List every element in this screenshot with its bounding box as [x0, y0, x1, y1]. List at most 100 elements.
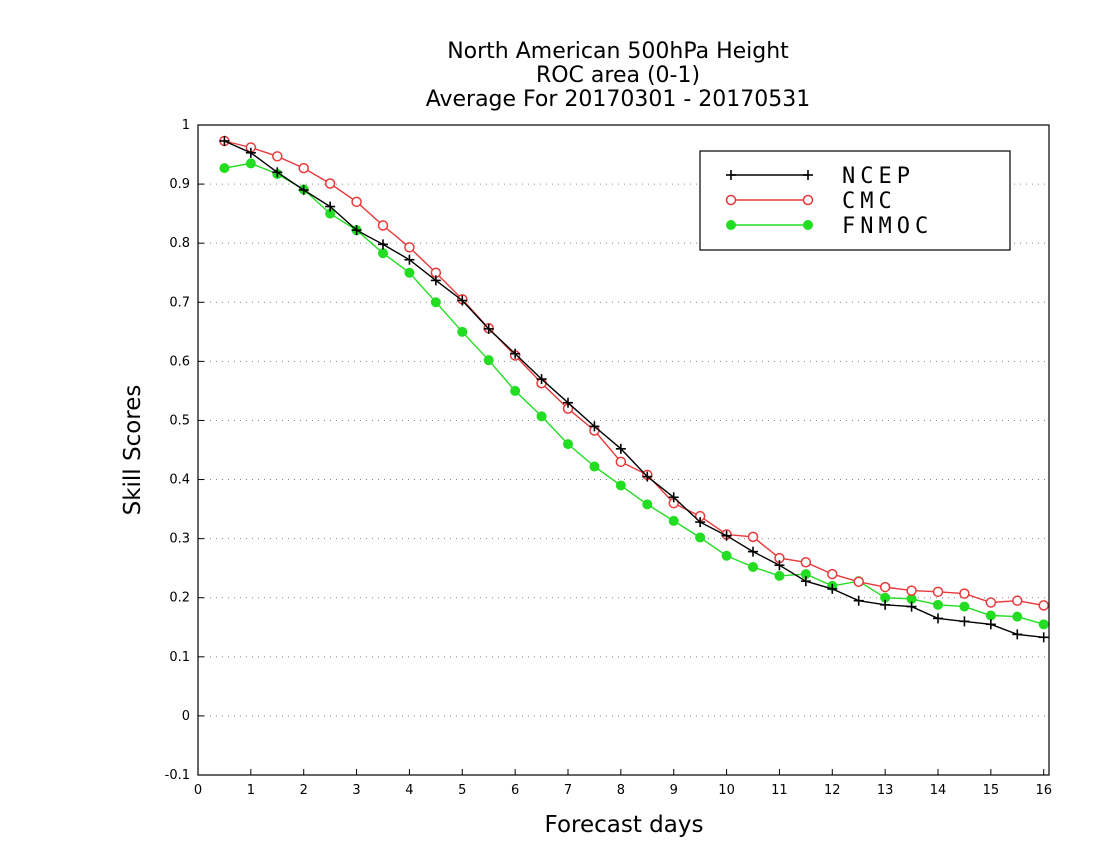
point-ncep [642, 471, 653, 482]
point-fnmoc [430, 297, 441, 308]
point-fnmoc [1038, 619, 1049, 630]
series-layer [219, 135, 1049, 643]
point-ncep [906, 601, 917, 612]
legend-marker-ncep [726, 170, 736, 180]
point-cmc [853, 576, 864, 588]
x-tick-label: 8 [617, 783, 625, 798]
point-fnmoc [219, 163, 230, 174]
point-cmc [404, 242, 415, 253]
point-fnmoc [615, 480, 626, 491]
point-ncep [430, 275, 441, 286]
legend-marker-cmc [802, 194, 814, 206]
point-fnmoc [536, 411, 547, 422]
point-ncep [668, 492, 679, 503]
y-tick-label: 1 [182, 118, 190, 133]
point-ncep [589, 421, 600, 432]
title-line-2: ROC area (0-1) [536, 63, 700, 88]
legend-item-ncep: NCEP [726, 164, 915, 189]
y-tick-label: 0 [182, 709, 190, 724]
point-cmc [1012, 595, 1023, 606]
point-ncep [853, 595, 864, 606]
x-tick-label: 6 [511, 783, 519, 798]
point-ncep [404, 254, 415, 265]
point-ncep [536, 374, 547, 385]
point-ncep [721, 530, 732, 541]
y-tick-label: 0.6 [169, 354, 190, 369]
point-ncep [325, 201, 336, 212]
point-ncep [695, 517, 706, 528]
x-tick-label: 10 [718, 783, 735, 798]
point-cmc [906, 585, 917, 596]
point-ncep [483, 323, 494, 334]
point-ncep [272, 167, 283, 178]
point-fnmoc [774, 570, 785, 581]
point-cmc [377, 220, 389, 231]
x-tick-label: 16 [1035, 783, 1052, 798]
x-axis-ticks: 0 1 2 3 4 5 6 7 8 9 10 11 12 13 14 15 16 [194, 769, 1052, 798]
point-ncep [800, 576, 811, 587]
point-fnmoc [510, 385, 521, 396]
point-cmc [827, 568, 838, 580]
x-tick-label: 3 [352, 783, 360, 798]
point-ncep [615, 443, 626, 454]
y-axis-label: Skill Scores [120, 385, 146, 516]
point-fnmoc [748, 562, 758, 572]
point-ncep [959, 616, 970, 627]
y-tick-label: 0.5 [169, 413, 190, 428]
legend-item-fnmoc: FNMOC [726, 214, 933, 239]
point-ncep [748, 546, 758, 557]
legend-label-ncep: NCEP [842, 164, 915, 189]
x-tick-label: 7 [564, 783, 572, 798]
y-tick-label: 0.9 [169, 177, 190, 192]
y-axis-ticks: -0.1 0 0.1 0.2 0.3 0.4 0.5 0.6 0.7 0.8 0.9 1 [165, 118, 204, 783]
point-fnmoc [721, 550, 732, 561]
point-fnmoc [563, 439, 573, 450]
point-fnmoc [483, 355, 494, 366]
x-tick-label: 13 [877, 783, 894, 798]
point-fnmoc [457, 326, 468, 337]
point-ncep [985, 619, 996, 630]
y-tick-label: 0.3 [169, 532, 190, 547]
point-ncep [827, 583, 838, 594]
title-line-3: Average For 20170301 - 20170531 [426, 87, 811, 112]
legend-label-fnmoc: FNMOC [842, 214, 933, 239]
point-cmc [324, 178, 336, 189]
point-ncep [563, 397, 573, 408]
point-cmc [879, 581, 891, 593]
point-ncep [378, 239, 388, 250]
point-fnmoc [589, 461, 600, 472]
chart-title: North American 500hPa Height ROC area (0… [426, 39, 811, 112]
x-tick-label: 15 [983, 783, 1000, 798]
point-cmc [298, 162, 309, 174]
point-ncep [933, 613, 943, 624]
point-fnmoc [378, 248, 388, 259]
point-cmc [985, 597, 997, 608]
point-fnmoc [959, 601, 970, 612]
point-fnmoc [933, 599, 943, 610]
legend-marker-ncep [803, 170, 813, 180]
point-fnmoc [404, 267, 415, 278]
x-tick-label: 5 [458, 783, 466, 798]
point-cmc [959, 588, 970, 599]
point-fnmoc [985, 610, 996, 621]
plot-frame [197, 124, 1050, 776]
x-tick-label: 2 [300, 783, 308, 798]
point-cmc [747, 531, 759, 543]
y-tick-label: 0.2 [169, 591, 190, 606]
x-tick-label: 4 [405, 783, 413, 798]
y-tick-label: 0.4 [169, 473, 190, 488]
x-tick-label: 14 [930, 783, 947, 798]
title-line-1: North American 500hPa Height [447, 39, 789, 64]
point-ncep [1038, 632, 1049, 643]
y-tick-label: 0.1 [169, 650, 190, 665]
x-tick-label: 11 [771, 783, 788, 798]
legend-marker-fnmoc [803, 220, 813, 230]
point-fnmoc [1012, 611, 1023, 622]
point-ncep [219, 135, 230, 146]
point-ncep [1012, 629, 1023, 640]
point-ncep [510, 348, 521, 359]
point-fnmoc [642, 499, 653, 510]
